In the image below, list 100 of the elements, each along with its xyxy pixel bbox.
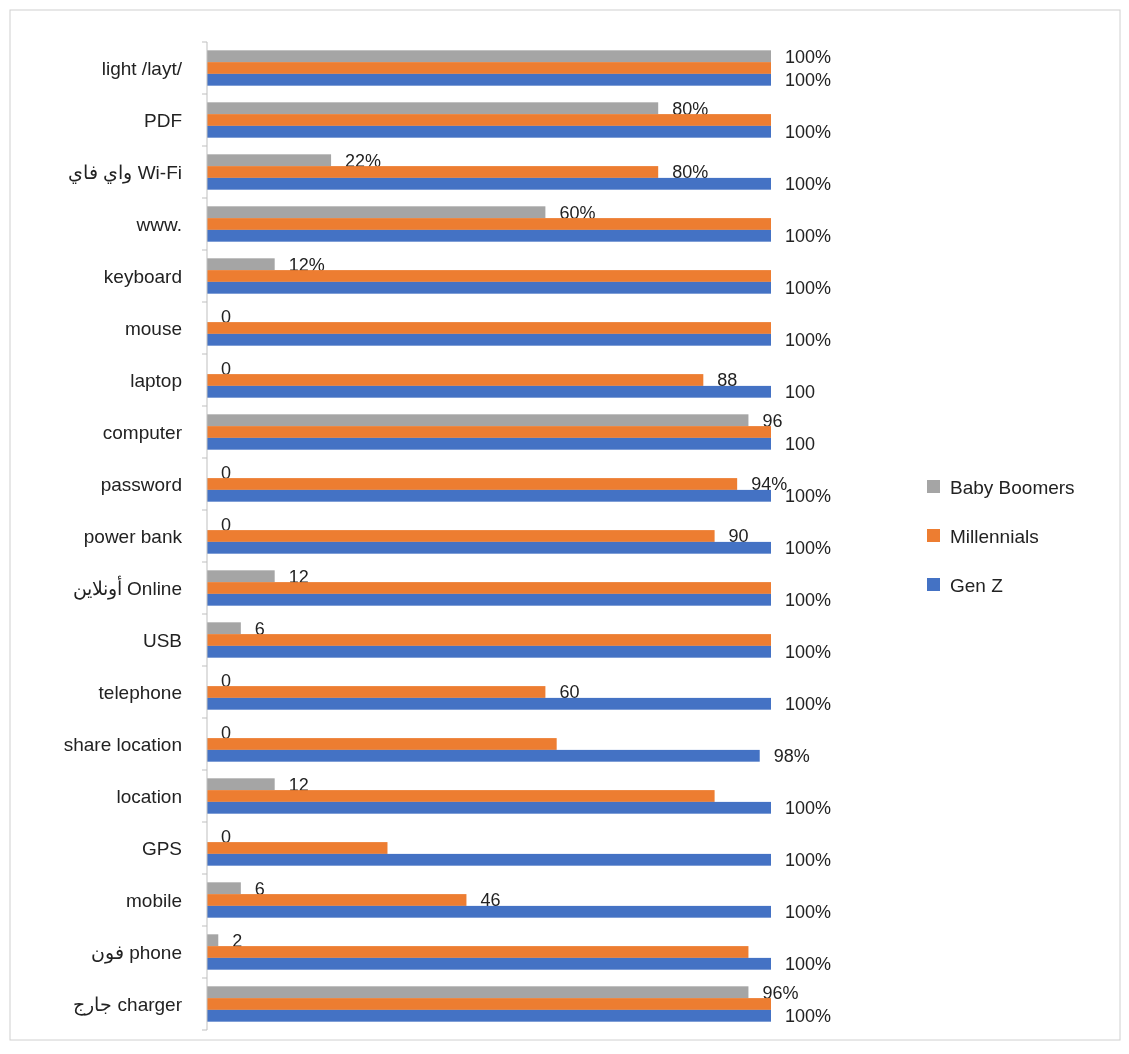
data-label: 100% bbox=[785, 590, 832, 611]
bar bbox=[207, 154, 332, 167]
data-label: 46 bbox=[480, 890, 501, 911]
data-label: 0 bbox=[221, 306, 232, 327]
data-label: 100% bbox=[785, 70, 832, 91]
data-label: 96 bbox=[762, 410, 783, 431]
data-label: 98% bbox=[773, 746, 810, 767]
bar bbox=[207, 50, 771, 63]
data-label: 60% bbox=[559, 202, 596, 223]
y-tick-label: location bbox=[116, 785, 182, 807]
bar bbox=[207, 385, 771, 398]
bar bbox=[207, 934, 219, 947]
y-tick-label: PDF bbox=[144, 109, 182, 131]
data-label: 100% bbox=[785, 850, 832, 871]
bar bbox=[207, 125, 771, 138]
y-tick-label: GPS bbox=[141, 837, 182, 859]
bar bbox=[207, 322, 771, 334]
bar bbox=[207, 541, 771, 554]
y-tick-label: share location bbox=[63, 733, 182, 755]
data-label: 6 bbox=[254, 618, 265, 639]
data-label: 100% bbox=[785, 902, 832, 923]
bar bbox=[207, 882, 241, 895]
bar bbox=[207, 206, 546, 219]
data-label: 100% bbox=[785, 226, 832, 247]
bar bbox=[207, 374, 704, 386]
data-label: 100% bbox=[785, 642, 832, 663]
bar bbox=[207, 258, 275, 271]
data-label: 90 bbox=[728, 526, 749, 547]
y-tick-label: power bank bbox=[83, 525, 183, 547]
y-tick-label: أونلاين Online bbox=[72, 574, 182, 600]
y-tick-label: computer bbox=[102, 421, 183, 443]
bar bbox=[207, 102, 659, 115]
data-label: 100% bbox=[785, 174, 832, 195]
bar bbox=[207, 778, 275, 791]
bar bbox=[207, 582, 771, 594]
data-label: 2 bbox=[232, 930, 243, 951]
bar bbox=[207, 634, 771, 646]
bar bbox=[207, 333, 771, 346]
bar bbox=[207, 229, 771, 242]
data-label: 12% bbox=[288, 254, 325, 275]
y-tick-label: keyboard bbox=[103, 265, 182, 287]
bar bbox=[207, 166, 659, 178]
y-tick-label: light /layt/ bbox=[101, 57, 183, 79]
y-tick-label: mouse bbox=[124, 317, 182, 339]
bar bbox=[207, 593, 771, 606]
bar bbox=[207, 957, 771, 970]
y-tick-label: laptop bbox=[130, 369, 182, 391]
y-tick-label: telephone bbox=[98, 681, 182, 703]
data-label: 100% bbox=[785, 122, 832, 143]
y-tick-label: واي فاي Wi-Fi bbox=[68, 161, 182, 184]
bar bbox=[207, 738, 557, 750]
bar bbox=[207, 426, 771, 438]
y-tick-label: mobile bbox=[126, 889, 182, 911]
bar bbox=[207, 749, 760, 762]
bar bbox=[207, 478, 738, 490]
bar bbox=[207, 853, 771, 866]
data-label: 80% bbox=[672, 98, 709, 119]
bar bbox=[207, 894, 467, 906]
bar bbox=[207, 622, 241, 635]
bar bbox=[207, 645, 771, 658]
bar bbox=[207, 570, 275, 583]
data-label: 0 bbox=[221, 514, 232, 535]
data-label: 12 bbox=[288, 774, 309, 795]
bar bbox=[207, 998, 771, 1010]
bar bbox=[207, 62, 771, 74]
bar bbox=[207, 986, 749, 999]
data-label: 0 bbox=[221, 670, 232, 691]
legend-label: Baby Boomers bbox=[950, 476, 1075, 498]
bar bbox=[207, 697, 771, 710]
bar bbox=[207, 114, 771, 126]
bar bbox=[207, 270, 771, 282]
data-label: 0 bbox=[221, 722, 232, 743]
legend-label: Millennials bbox=[950, 525, 1039, 547]
legend-label: Gen Z bbox=[950, 574, 1004, 596]
data-label: 100% bbox=[785, 954, 832, 975]
data-label: 12 bbox=[288, 566, 309, 587]
data-label: 100% bbox=[785, 538, 832, 559]
data-label: 100% bbox=[785, 694, 832, 715]
data-label: 6 bbox=[254, 878, 265, 899]
bar bbox=[207, 905, 771, 918]
bar bbox=[207, 1009, 771, 1022]
bar bbox=[207, 281, 771, 294]
bar bbox=[207, 801, 771, 814]
bar bbox=[207, 842, 388, 854]
data-label: 100% bbox=[785, 46, 832, 67]
data-label: 88 bbox=[717, 370, 738, 391]
y-tick-label: فون phone bbox=[90, 941, 182, 964]
data-label: 100% bbox=[785, 278, 832, 299]
y-tick-label: جارج charger bbox=[73, 993, 183, 1016]
data-label: 60 bbox=[559, 682, 580, 703]
bar bbox=[207, 686, 546, 698]
data-label: 80% bbox=[672, 162, 709, 183]
y-tick-label: www. bbox=[135, 213, 182, 235]
data-label: 100 bbox=[785, 434, 816, 455]
bar bbox=[207, 218, 771, 230]
data-label: 22% bbox=[345, 150, 382, 171]
bar bbox=[207, 530, 715, 542]
bar bbox=[207, 790, 715, 802]
data-label: 0 bbox=[221, 462, 232, 483]
data-label: 100% bbox=[785, 798, 832, 819]
